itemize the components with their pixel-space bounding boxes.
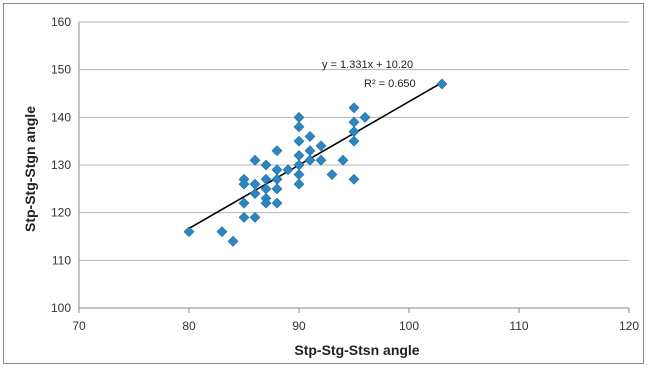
data-point	[304, 154, 316, 166]
x-tick-label-90: 90	[292, 319, 306, 333]
trendline	[188, 81, 443, 230]
data-point	[271, 145, 283, 157]
data-point	[436, 78, 448, 90]
x-tick-label-70: 70	[72, 319, 86, 333]
y-axis-title: Stp-Stg-Stgn angle	[22, 106, 38, 232]
x-tick-label-120: 120	[619, 319, 639, 333]
y-tick-label-130: 130	[51, 158, 71, 172]
data-point	[249, 154, 261, 166]
x-axis-title: Stp-Stg-Stsn angle	[294, 342, 419, 358]
tick-labels: 100 110 120 130 140 150 160 70 80 90 100 110 120	[51, 15, 639, 333]
data-point	[249, 188, 261, 200]
axes	[78, 22, 630, 313]
trendline-layer	[188, 81, 443, 230]
data-point	[216, 226, 228, 238]
data-point	[293, 150, 305, 161]
chart-frame: 100 110 120 130 140 150 160 70 80 90 100 110 120 y =…	[3, 3, 644, 364]
data-point	[238, 197, 250, 209]
data-point	[348, 173, 360, 185]
y-tick-label-120: 120	[51, 206, 71, 220]
data-point	[348, 116, 360, 128]
data-point	[304, 130, 316, 142]
data-point	[282, 164, 294, 176]
data-point	[348, 102, 360, 114]
y-tick-label-110: 110	[52, 253, 71, 267]
y-tick-label-140: 140	[51, 110, 71, 124]
data-point	[271, 183, 283, 195]
data-point	[293, 111, 305, 123]
data-point	[260, 197, 272, 209]
data-point	[227, 235, 239, 247]
x-tick-label-100: 100	[399, 319, 419, 333]
y-tick-label-150: 150	[51, 63, 71, 77]
data-point	[315, 154, 327, 166]
data-point	[293, 135, 305, 147]
trendline-equation: y = 1.331x + 10.20	[322, 59, 413, 71]
data-point	[337, 154, 349, 166]
data-point	[238, 212, 250, 223]
data-point	[348, 135, 360, 147]
data-point	[260, 159, 272, 171]
y-tick-label-100: 100	[51, 301, 71, 315]
data-point	[293, 121, 305, 133]
data-point	[293, 169, 305, 180]
data-point	[238, 178, 250, 190]
data-points	[183, 78, 448, 247]
x-tick-label-80: 80	[182, 319, 196, 333]
data-point	[271, 197, 283, 209]
data-point	[315, 140, 327, 152]
r-squared-label: R² = 0.650	[364, 78, 416, 90]
data-point	[293, 159, 305, 171]
data-point	[304, 145, 316, 157]
scatter-chart: 100 110 120 130 140 150 160 70 80 90 100 110 120 y =…	[22, 15, 639, 358]
x-tick-label-110: 110	[509, 319, 528, 333]
data-point	[293, 178, 305, 190]
data-point	[183, 226, 195, 238]
data-point	[271, 164, 283, 176]
data-point	[249, 212, 261, 223]
y-tick-label-160: 160	[51, 15, 71, 29]
data-point	[359, 111, 371, 123]
data-point	[326, 169, 338, 180]
